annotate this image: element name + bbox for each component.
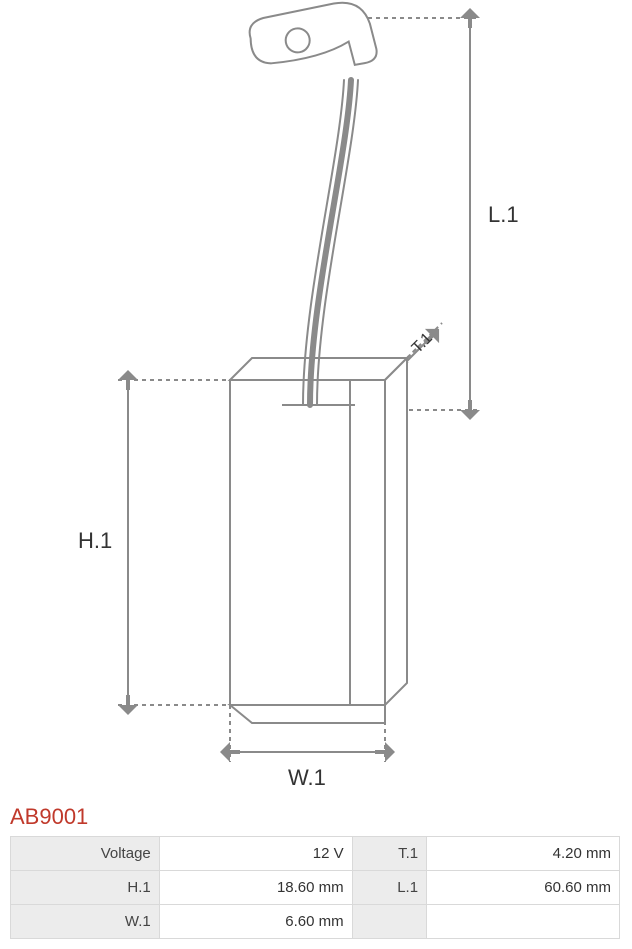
spec-label: H.1 — [11, 871, 160, 905]
spec-value: 18.60 mm — [159, 871, 352, 905]
part-number: AB9001 — [0, 800, 632, 836]
spec-label — [352, 905, 426, 939]
spec-value: 12 V — [159, 837, 352, 871]
label-w1: W.1 — [288, 765, 326, 790]
table-row: Voltage 12 V T.1 4.20 mm — [11, 837, 620, 871]
spec-label: W.1 — [11, 905, 160, 939]
spec-table: Voltage 12 V T.1 4.20 mm H.1 18.60 mm L.… — [10, 836, 620, 939]
table-row: W.1 6.60 mm — [11, 905, 620, 939]
spec-value: 4.20 mm — [427, 837, 620, 871]
technical-diagram: L.1 H.1 W.1 T.1 — [0, 0, 632, 800]
spec-label: Voltage — [11, 837, 160, 871]
spec-label: L.1 — [352, 871, 426, 905]
table-row: H.1 18.60 mm L.1 60.60 mm — [11, 871, 620, 905]
spec-value — [427, 905, 620, 939]
spec-value: 6.60 mm — [159, 905, 352, 939]
label-l1: L.1 — [488, 202, 519, 227]
spec-value: 60.60 mm — [427, 871, 620, 905]
spec-label: T.1 — [352, 837, 426, 871]
label-h1: H.1 — [78, 528, 112, 553]
